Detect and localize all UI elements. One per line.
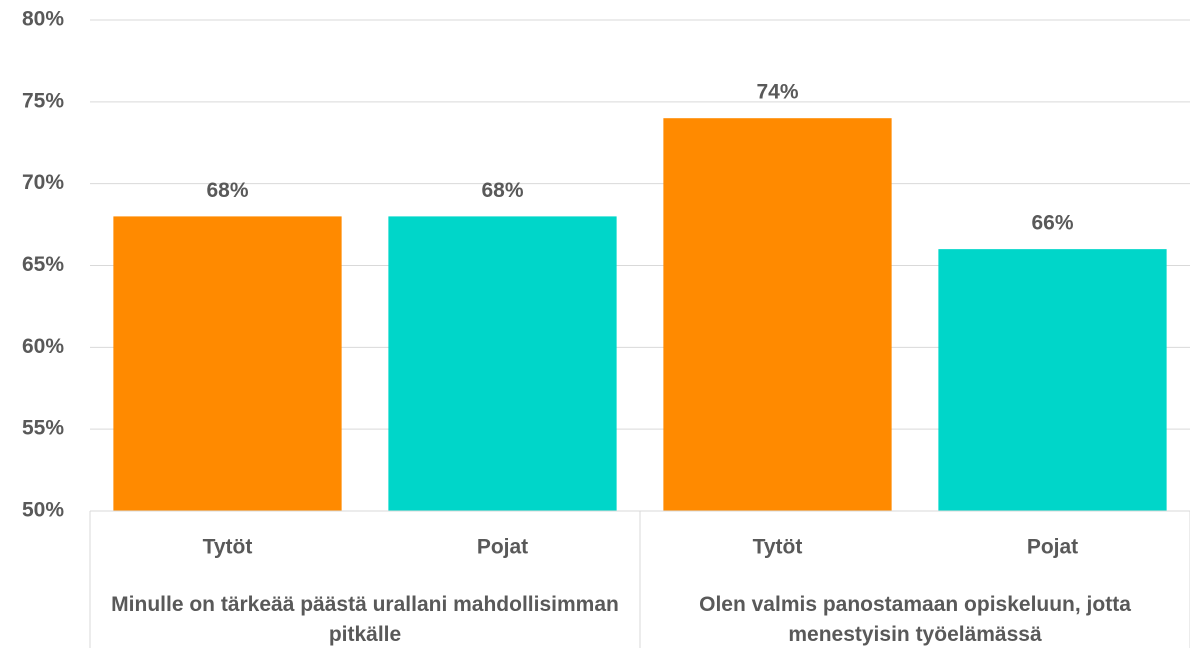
bar [663, 118, 892, 511]
y-tick-label: 60% [22, 335, 64, 358]
value-label: 74% [756, 81, 798, 104]
y-tick-label: 70% [22, 171, 64, 194]
value-label: 66% [1031, 212, 1073, 235]
y-tick-label: 55% [22, 417, 64, 440]
x-tick-label: Pojat [477, 536, 528, 559]
y-tick-label: 50% [22, 499, 64, 522]
x-tick-label: Tytöt [203, 536, 253, 559]
y-tick-label: 75% [22, 89, 64, 112]
bar [388, 216, 617, 511]
value-label: 68% [481, 179, 523, 202]
y-tick-label: 80% [22, 8, 64, 31]
x-tick-label: Pojat [1027, 536, 1078, 559]
bar [938, 249, 1167, 511]
y-tick-label: 65% [22, 253, 64, 276]
value-label: 68% [206, 179, 248, 202]
x-tick-label: Tytöt [753, 536, 803, 559]
group-label: Olen valmis panostamaan opiskeluun, jott… [699, 593, 1131, 646]
group-label: Minulle on tärkeää päästä urallani mahdo… [111, 593, 619, 646]
bar [113, 216, 342, 511]
